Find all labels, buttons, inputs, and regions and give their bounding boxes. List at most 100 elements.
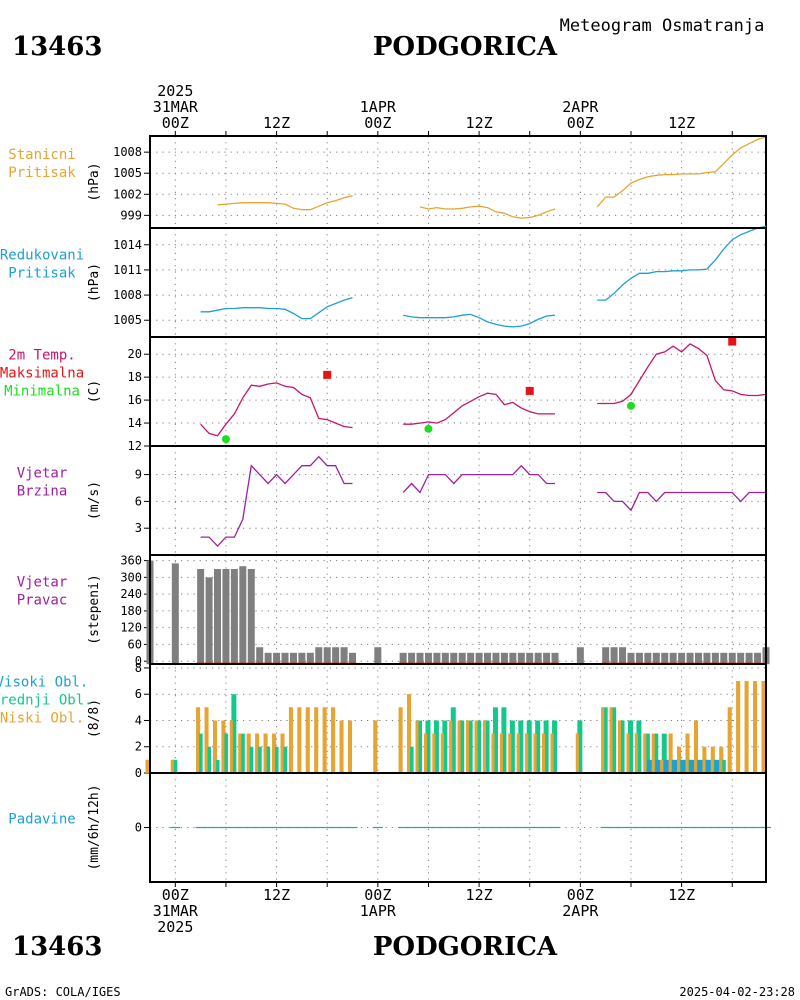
direction-bar — [602, 647, 610, 665]
panel-label: 2m Temp. — [8, 348, 75, 364]
direction-bar — [635, 652, 643, 665]
low-cloud-bar — [229, 720, 233, 773]
cloud-bar — [282, 746, 288, 773]
direction-bar — [374, 647, 382, 665]
cloud-bar — [689, 759, 695, 773]
panel-label: Srednji Obl. — [0, 693, 93, 709]
y-tick-label: 240 — [120, 587, 142, 601]
low-cloud-bar — [339, 720, 343, 773]
cloud-bar — [653, 733, 659, 773]
cloud-bar — [577, 720, 583, 773]
station-name-top: PODGORICA — [373, 32, 558, 62]
low-cloud-bar — [474, 720, 478, 773]
panel-label: Padavine — [8, 812, 75, 828]
direction-bar — [399, 652, 407, 665]
direction-bar — [619, 647, 627, 665]
low-cloud-bar — [626, 733, 630, 773]
cloud-bar — [172, 759, 178, 773]
panel-label: Pravac — [17, 593, 68, 609]
y-tick-label: 1014 — [113, 238, 142, 252]
low-cloud-bar — [407, 694, 411, 773]
y-tick-label: 1005 — [113, 166, 142, 180]
low-cloud-bar — [702, 746, 706, 773]
cloud-bar — [248, 746, 254, 773]
top-time-label: 12Z — [263, 114, 290, 132]
direction-bar — [745, 652, 753, 665]
y-tick-label: 0 — [135, 766, 142, 780]
cloud-bar — [273, 746, 279, 773]
low-cloud-bar — [744, 681, 748, 773]
cloud-bar — [214, 759, 220, 773]
unit-label: (C) — [87, 380, 102, 403]
direction-bar — [349, 652, 357, 665]
low-cloud-bar — [677, 746, 681, 773]
cloud-bar — [697, 759, 703, 773]
low-cloud-bar — [761, 681, 765, 773]
unit-label: (hPa) — [87, 263, 102, 302]
y-tick-label: 6 — [135, 494, 142, 508]
low-cloud-bar — [634, 733, 638, 773]
unit-label: (hPa) — [87, 162, 102, 201]
cloud-bar — [552, 720, 558, 773]
low-cloud-bar — [499, 733, 503, 773]
direction-bar — [500, 652, 508, 665]
low-cloud-bar — [525, 733, 529, 773]
direction-bar — [323, 647, 331, 665]
cloud-bar — [705, 759, 711, 773]
cloud-bar — [239, 733, 245, 773]
min-temp-marker — [424, 424, 433, 433]
direction-bar — [306, 652, 314, 665]
direction-bar — [273, 652, 281, 665]
direction-bar — [551, 652, 559, 665]
unit-label: (8/8) — [87, 699, 102, 738]
top-time-label: 2APR — [562, 98, 599, 116]
panel-label: Pritisak — [8, 266, 76, 282]
cloud-bar — [661, 733, 667, 773]
panel-label: Stanicni — [8, 147, 75, 163]
panel-frame — [149, 772, 767, 883]
station-id-top: 13463 — [12, 32, 102, 62]
direction-bar — [576, 647, 584, 665]
direction-bar — [754, 652, 762, 665]
direction-bar — [627, 652, 635, 665]
top-time-label: 1APR — [360, 98, 397, 116]
low-cloud-bar — [238, 733, 242, 773]
cloud-bar — [476, 720, 482, 773]
low-cloud-bar — [491, 733, 495, 773]
low-cloud-bar — [719, 746, 723, 773]
cloud-bar — [484, 720, 490, 773]
series-line — [419, 205, 556, 219]
cloud-bar — [611, 707, 617, 773]
top-time-label: 00Z — [364, 114, 391, 132]
min-temp-marker — [626, 401, 635, 410]
y-tick-label: 120 — [120, 621, 142, 635]
low-cloud-bar — [660, 759, 664, 773]
direction-bar — [214, 568, 222, 665]
series-line — [217, 195, 353, 211]
cloud-bar — [425, 720, 431, 773]
low-cloud-bar — [204, 707, 208, 773]
top-time-label: 12Z — [466, 114, 493, 132]
low-cloud-bar — [685, 733, 689, 773]
cloud-bar — [619, 720, 625, 773]
direction-bar — [332, 647, 340, 665]
low-cloud-bar — [651, 733, 655, 773]
low-cloud-bar — [542, 733, 546, 773]
panel-2: 1005 1008 1011 1014 (hPa)Redukovani Pritisak — [0, 225, 767, 338]
y-tick-label: 300 — [120, 570, 142, 584]
panel-6: 0 2 4 6 8 (8/8) Visoki Obl. Srednji Obl. Niski O… — [0, 661, 767, 780]
bottom-time-label: 2025 — [157, 918, 193, 936]
low-cloud-bar — [415, 720, 419, 773]
low-cloud-bar — [609, 707, 613, 773]
unit-label: (mm/6h/12h) — [87, 784, 102, 870]
bottom-time-label: 00Z — [567, 886, 594, 904]
direction-bar — [230, 568, 238, 665]
cloud-bar — [672, 759, 678, 773]
series-line — [402, 464, 555, 494]
low-cloud-bar — [432, 733, 436, 773]
y-tick-label: 1002 — [113, 187, 142, 201]
low-cloud-bar — [272, 733, 276, 773]
direction-bar — [433, 652, 441, 665]
